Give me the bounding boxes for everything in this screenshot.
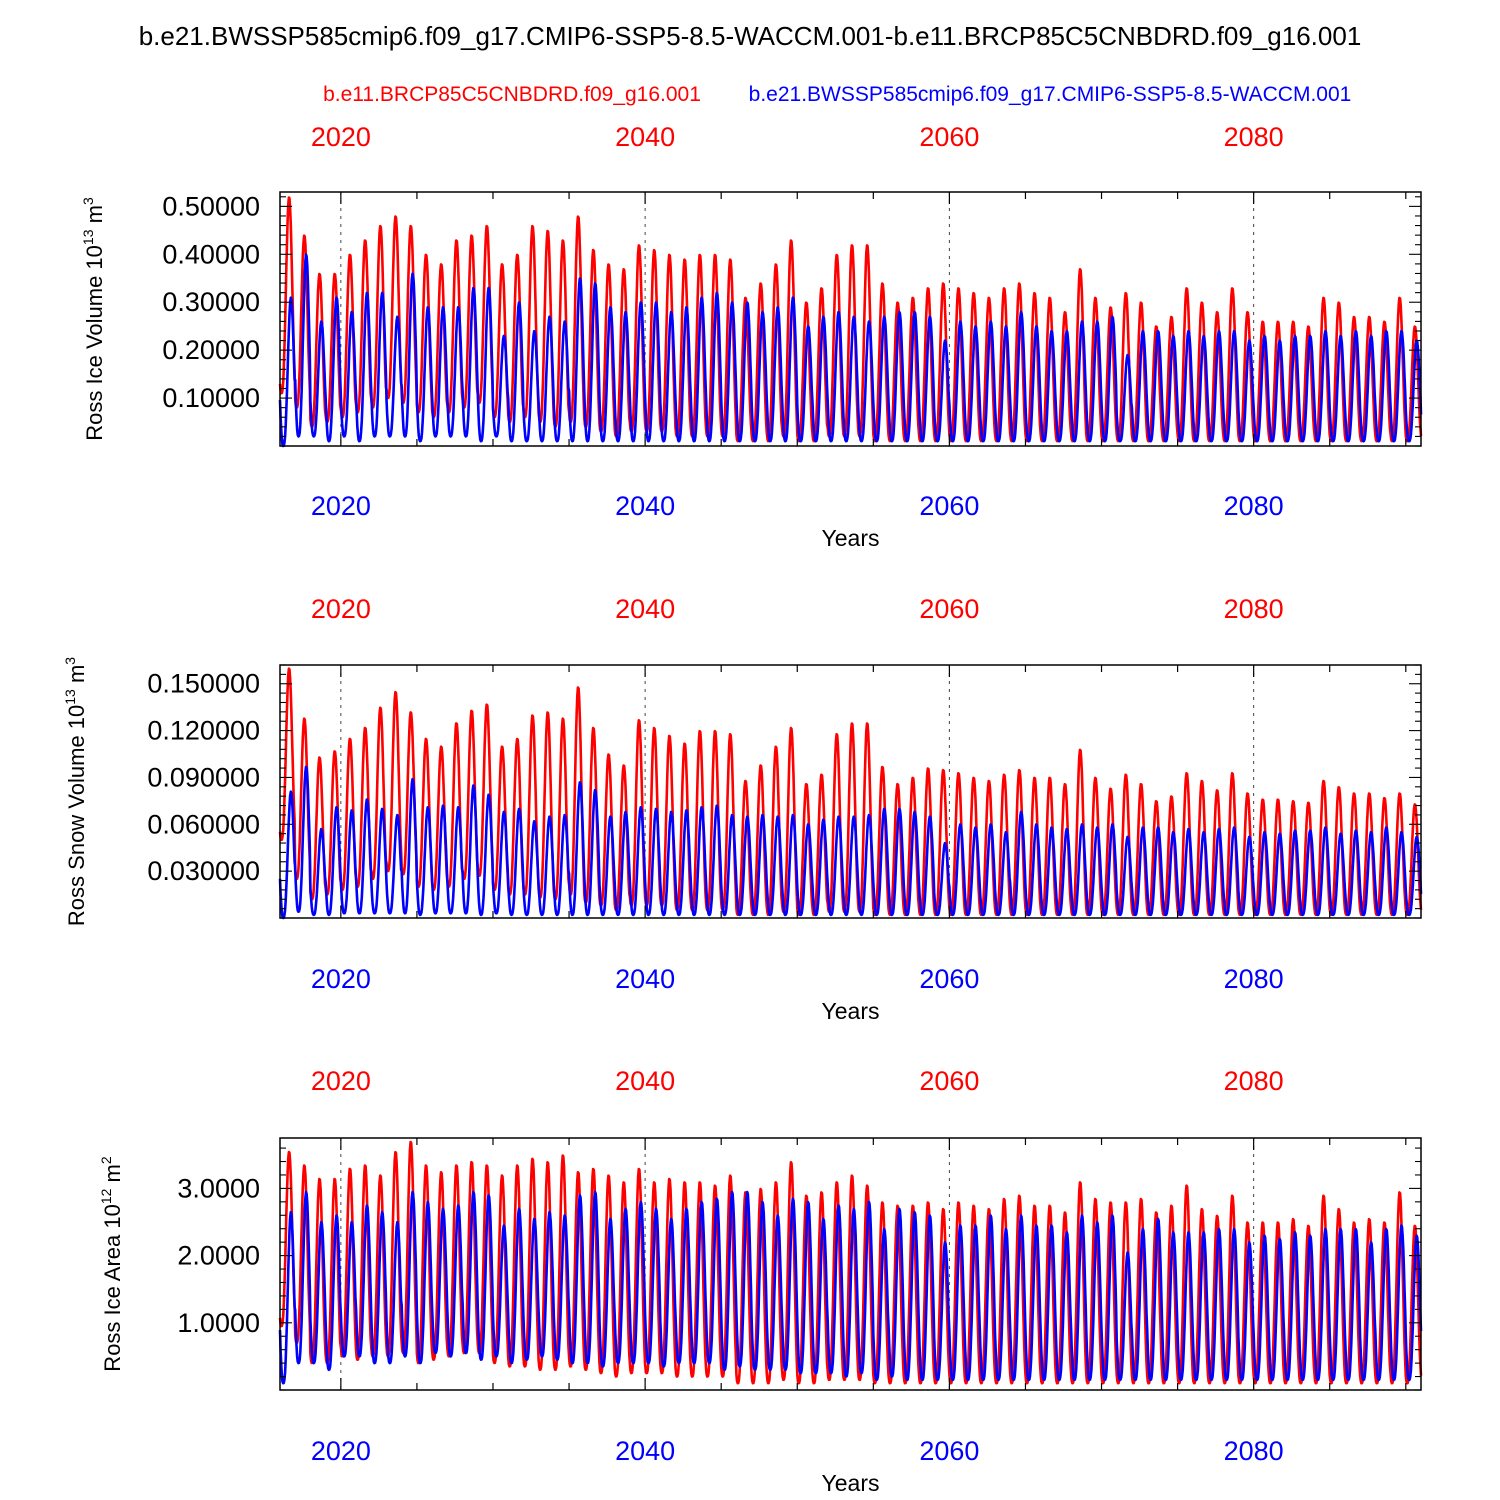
- x-tick-label-top: 2080: [1224, 122, 1284, 152]
- x-tick-label-bottom: 2020: [311, 1436, 371, 1466]
- x-tick-label-top: 2060: [919, 122, 979, 152]
- x-tick-label-top: 2060: [919, 594, 979, 624]
- y-tick-label: 0.50000: [162, 191, 260, 221]
- x-tick-label-top: 2080: [1224, 1066, 1284, 1096]
- x-tick-label-bottom: 2020: [311, 491, 371, 521]
- x-tick-label-top: 2040: [615, 594, 675, 624]
- x-tick-label-bottom: 2080: [1224, 1436, 1284, 1466]
- series-line-blue: [278, 1190, 1423, 1385]
- y-tick-label: 0.120000: [147, 716, 260, 746]
- x-tick-label-bottom: 2080: [1224, 964, 1284, 994]
- y-tick-label: 0.20000: [162, 335, 260, 365]
- plot-frame: [279, 191, 1422, 447]
- x-tick-label-bottom: 2040: [615, 964, 675, 994]
- figure-title: b.e21.BWSSP585cmip6.f09_g17.CMIP6-SSP5-8…: [139, 21, 1362, 51]
- x-tick-label-bottom: 2060: [919, 491, 979, 521]
- x-tick-label-top: 2020: [311, 594, 371, 624]
- x-tick-label-bottom: 2060: [919, 964, 979, 994]
- panel-ross-ice-area: 2020 2020 2040 2040 2060 2060 2080 2080 Years 1.0…: [98, 1066, 1423, 1496]
- series-line-red: [278, 667, 1423, 917]
- x-tick-label-top: 2080: [1224, 594, 1284, 624]
- y-tick-label: 0.090000: [147, 762, 260, 792]
- y-tick-label: 0.40000: [162, 239, 260, 269]
- x-tick-label-bottom: 2060: [919, 1436, 979, 1466]
- x-tick-label-bottom: 2020: [311, 964, 371, 994]
- panel-ross-ice-volume: 2020 2020 2040 2040 2060 2060 2080 2080 Years 0.1…: [80, 122, 1423, 551]
- y-tick-label: 1.0000: [177, 1308, 260, 1338]
- x-axis-title: Years: [822, 525, 880, 551]
- y-tick-label: 0.30000: [162, 287, 260, 317]
- y-tick-label: 0.060000: [147, 809, 260, 839]
- y-tick-label: 0.030000: [147, 856, 260, 886]
- plot-frame: [279, 1137, 1422, 1391]
- x-tick-label-top: 2060: [919, 1066, 979, 1096]
- plot-frame: [279, 664, 1422, 919]
- series-line-blue: [278, 253, 1423, 448]
- x-tick-label-top: 2020: [311, 122, 371, 152]
- y-axis-title: Ross Ice Volume 1013 m3: [80, 197, 107, 441]
- series-line-blue: [278, 765, 1423, 920]
- y-tick-label: 2.0000: [177, 1241, 260, 1271]
- x-tick-label-top: 2040: [615, 122, 675, 152]
- y-axis-title: Ross Snow Volume 1013 m3: [62, 657, 89, 926]
- y-tick-label: 0.150000: [147, 669, 260, 699]
- legend-blue-label: b.e21.BWSSP585cmip6.f09_g17.CMIP6-SSP5-8…: [749, 83, 1352, 106]
- panel-ross-snow-volume: 2020 2020 2040 2040 2060 2060 2080 2080 Years 0.0…: [62, 594, 1423, 1024]
- x-tick-label-top: 2040: [615, 1066, 675, 1096]
- series-line-red: [278, 1140, 1423, 1385]
- x-tick-label-bottom: 2040: [615, 491, 675, 521]
- y-tick-label: 0.10000: [162, 383, 260, 413]
- x-axis-title: Years: [822, 1470, 880, 1496]
- y-tick-label: 3.0000: [177, 1173, 260, 1203]
- x-tick-label-top: 2020: [311, 1066, 371, 1096]
- y-axis-title: Ross Ice Area 1012 m2: [98, 1156, 125, 1372]
- x-tick-label-bottom: 2080: [1224, 491, 1284, 521]
- legend-red-label: b.e11.BRCP85C5CNBDRD.f09_g16.001: [323, 83, 701, 106]
- x-axis-title: Years: [822, 998, 880, 1024]
- x-tick-label-bottom: 2040: [615, 1436, 675, 1466]
- series-line-red: [278, 196, 1423, 443]
